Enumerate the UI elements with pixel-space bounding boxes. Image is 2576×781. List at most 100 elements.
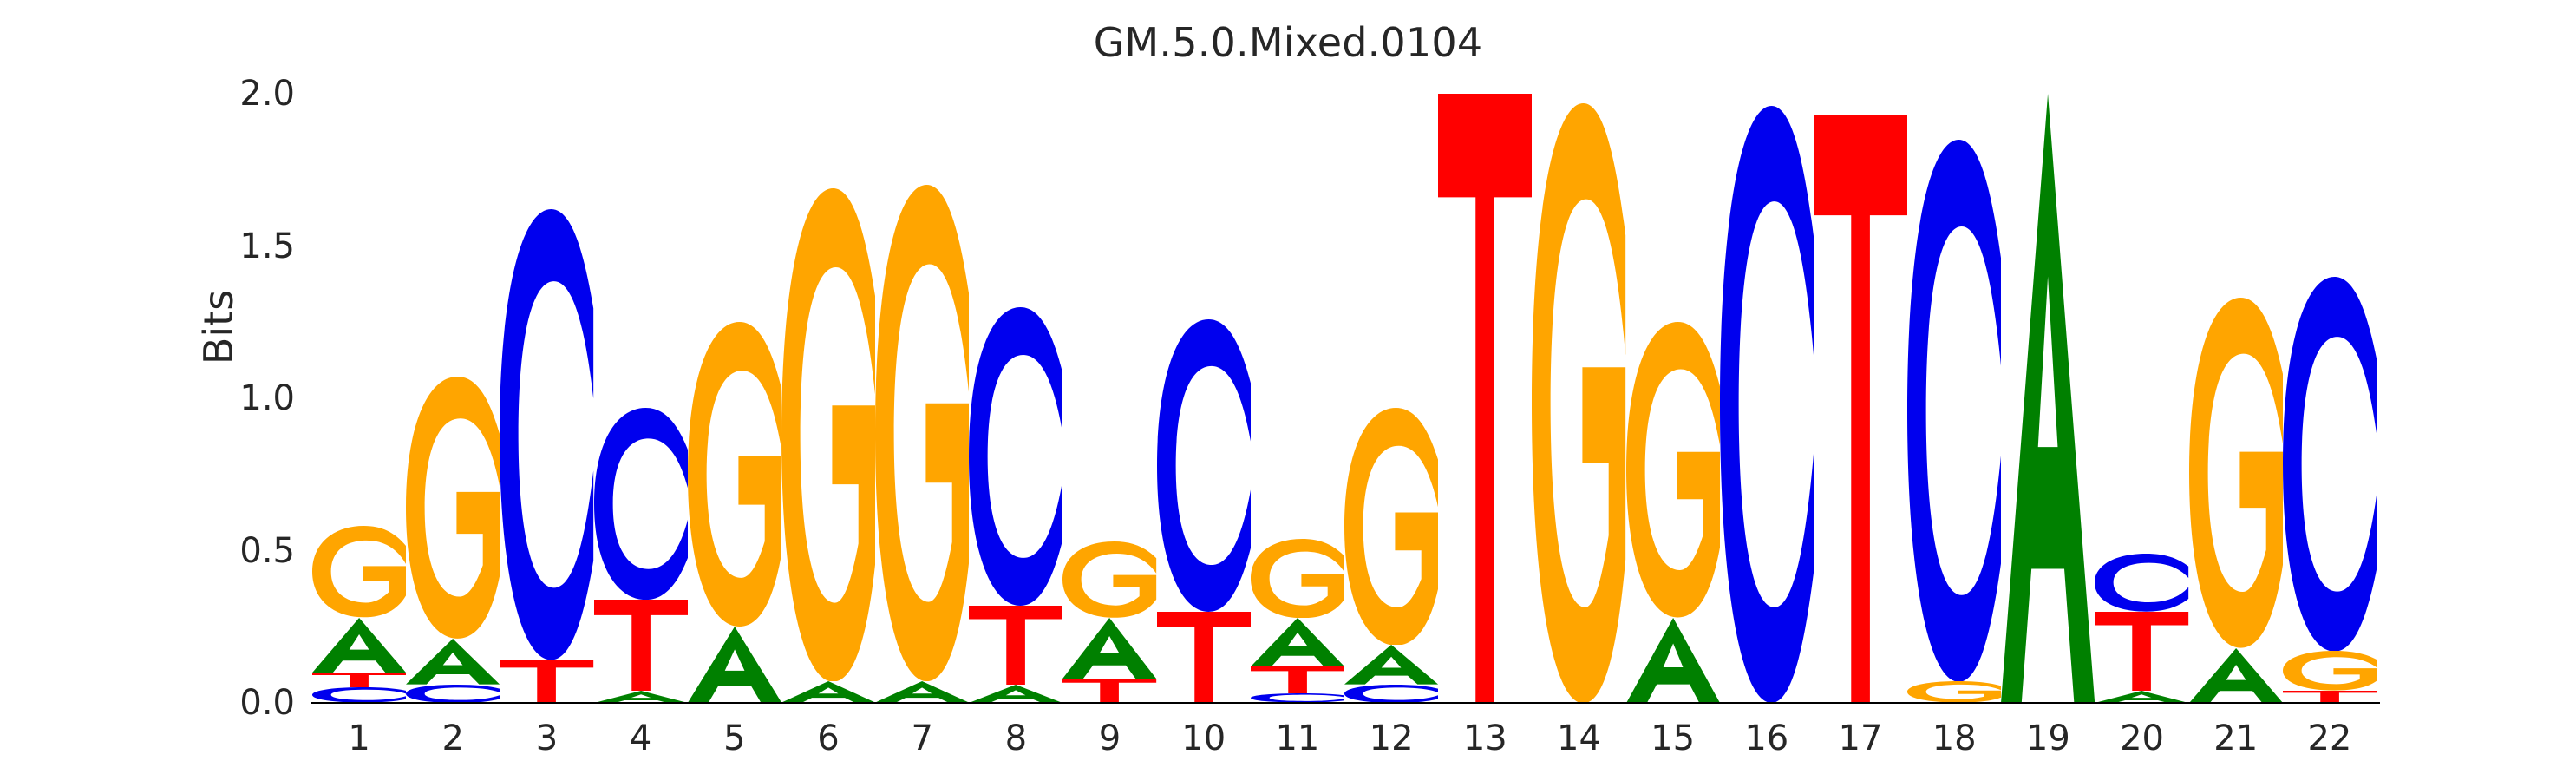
- x-tick-label: 14: [1557, 719, 1601, 758]
- logo-letter-a: [1250, 617, 1344, 666]
- x-tick-label: 18: [1932, 719, 1977, 758]
- logo-letter-a: [2001, 94, 2095, 703]
- x-tick-label: 17: [1838, 719, 1883, 758]
- logo-letter-t: [1250, 666, 1344, 694]
- logo-letter-c: [1344, 684, 1439, 703]
- x-axis-baseline: [311, 702, 2380, 704]
- plot-area: [312, 94, 2377, 703]
- logo-letter-c: [593, 407, 688, 600]
- logo-stack[interactable]: [1719, 94, 1814, 703]
- logo-stack[interactable]: [1532, 94, 1626, 703]
- x-tick-label: 5: [723, 719, 746, 758]
- logo-letter-g: [1532, 102, 1626, 703]
- logo-letter-g: [312, 526, 407, 618]
- logo-stack[interactable]: [781, 94, 876, 703]
- logo-stack[interactable]: [1344, 94, 1439, 703]
- logo-letter-g: [875, 185, 970, 682]
- y-tick-label: 1.0: [239, 378, 295, 418]
- logo-stack[interactable]: [2001, 94, 2095, 703]
- x-tick-label: 12: [1369, 719, 1414, 758]
- logo-letter-g: [2282, 651, 2377, 691]
- logo-stack[interactable]: [406, 94, 500, 703]
- x-tick-label: 15: [1651, 719, 1696, 758]
- x-tick-label: 13: [1462, 719, 1507, 758]
- logo-letter-c: [500, 209, 594, 660]
- x-tick-label: 20: [2120, 719, 2164, 758]
- x-tick-label: 21: [2213, 719, 2259, 758]
- logo-letter-a: [2188, 647, 2283, 703]
- logo-letter-a: [312, 617, 407, 673]
- logo-letter-t: [1813, 115, 1908, 703]
- x-tick-label: 9: [1098, 719, 1121, 758]
- logo-letter-g: [1062, 541, 1157, 618]
- logo-letter-g: [406, 377, 500, 640]
- logo-letter-c: [406, 684, 500, 703]
- logo-stack[interactable]: [1813, 94, 1908, 703]
- logo-stack[interactable]: [1250, 94, 1344, 703]
- logo-stack[interactable]: [2095, 94, 2189, 703]
- x-tick-label: 4: [629, 719, 652, 758]
- logo-letter-t: [1062, 678, 1157, 703]
- logo-letter-c: [2282, 276, 2377, 652]
- logo-letter-t: [969, 605, 1063, 685]
- logo-letter-t: [2282, 690, 2377, 703]
- logo-letter-t: [312, 672, 407, 688]
- logo-letter-c: [1907, 139, 2002, 682]
- logo-letter-g: [781, 187, 876, 682]
- y-axis-tick-labels: 0.0 0.5 1.0 1.5 2.0: [182, 0, 295, 781]
- x-tick-label: 2: [441, 719, 464, 758]
- logo-letter-g: [2188, 298, 2283, 648]
- logo-letter-g: [1250, 538, 1344, 618]
- logo-letter-a: [406, 639, 500, 685]
- logo-stack[interactable]: [593, 94, 688, 703]
- y-tick-label: 2.0: [239, 74, 295, 114]
- logo-letter-a: [1062, 617, 1157, 679]
- logo-letter-c: [1156, 318, 1251, 612]
- x-tick-label: 16: [1744, 719, 1789, 758]
- logo-stack[interactable]: [1062, 94, 1157, 703]
- logo-letter-c: [1719, 106, 1814, 703]
- logo-letter-g: [687, 322, 781, 627]
- logo-letter-g: [1625, 322, 1720, 618]
- logo-stack[interactable]: [500, 94, 594, 703]
- logo-stack[interactable]: [875, 94, 970, 703]
- logo-letter-t: [500, 660, 594, 703]
- logo-letter-c: [1250, 693, 1344, 703]
- y-tick-label: 0.0: [239, 683, 295, 723]
- logo-letter-a: [593, 690, 688, 703]
- x-tick-label: 6: [817, 719, 840, 758]
- logo-letter-c: [2095, 554, 2189, 612]
- logo-stack[interactable]: [969, 94, 1063, 703]
- x-tick-label: 3: [535, 719, 559, 758]
- logo-stack[interactable]: [1907, 94, 2002, 703]
- logo-letter-t: [1438, 94, 1533, 703]
- logo-letter-t: [2095, 611, 2189, 691]
- y-tick-label: 0.5: [239, 530, 295, 571]
- logo-stack[interactable]: [2188, 94, 2283, 703]
- logo-stack[interactable]: [687, 94, 781, 703]
- logo-letter-a: [1344, 645, 1439, 685]
- logo-stack[interactable]: [2282, 94, 2377, 703]
- logo-letter-a: [875, 681, 970, 703]
- x-tick-label: 19: [2025, 719, 2070, 758]
- logo-letter-c: [969, 306, 1063, 606]
- logo-letter-g: [1344, 407, 1439, 646]
- logo-stack[interactable]: [1438, 94, 1533, 703]
- x-axis-tick-labels: 1 2 3 4 5 6 7 8 9 10 11 12 13 14 15 16 17 18 19 20 21 22: [312, 719, 2377, 771]
- logo-letter-a: [781, 681, 876, 703]
- logo-letter-t: [593, 599, 688, 691]
- x-tick-label: 11: [1275, 719, 1320, 758]
- logo-stack[interactable]: [312, 94, 407, 703]
- logo-letter-c: [312, 687, 407, 703]
- logo-letter-a: [969, 684, 1063, 703]
- x-tick-label: 8: [1004, 719, 1028, 758]
- logo-letter-a: [2095, 690, 2189, 703]
- x-tick-label: 22: [2307, 719, 2352, 758]
- x-tick-label: 10: [1181, 719, 1226, 758]
- logo-letter-g: [1907, 681, 2002, 703]
- logo-stack[interactable]: [1625, 94, 1720, 703]
- x-tick-label: 7: [911, 719, 933, 758]
- page-title: GM.5.0.Mixed.0104: [1093, 19, 1483, 66]
- logo-stack[interactable]: [1156, 94, 1251, 703]
